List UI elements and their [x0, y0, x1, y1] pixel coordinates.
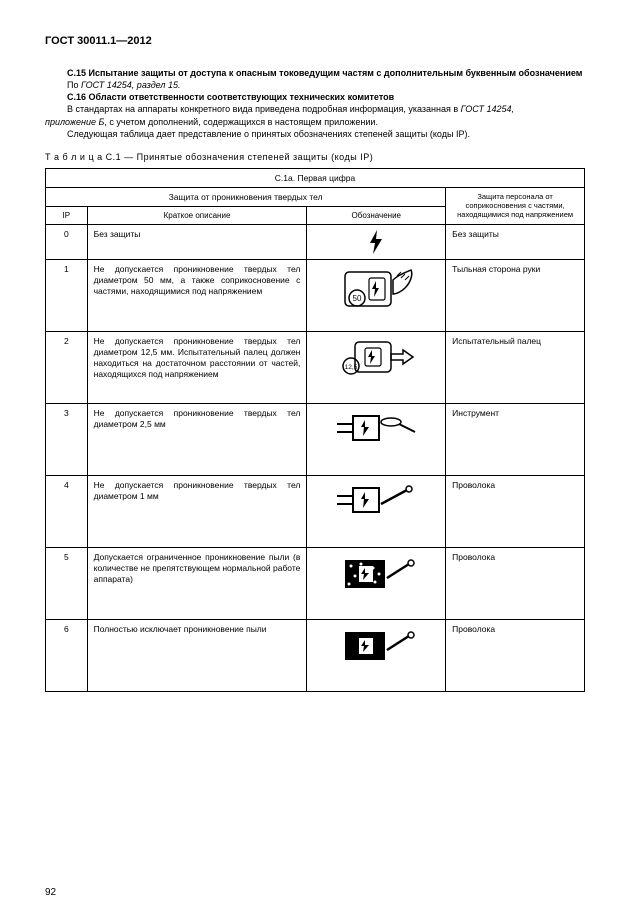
ip-desc: Полностью исключает проникновение пыли	[87, 619, 307, 691]
c15-body: По ГОСТ 14254, раздел 15.	[67, 80, 180, 90]
c16-body1b: приложение Б, с учетом дополнений, содер…	[45, 117, 378, 127]
table-row: 5 Допускается ограниченное проникновение…	[46, 547, 585, 619]
ip-value: 5	[46, 547, 88, 619]
table-caption: Т а б л и ц а С.1 — Принятые обозначения…	[45, 152, 585, 162]
ip-symbol	[307, 475, 446, 547]
table-row: 2 Не допускается проникновение твердых т…	[46, 331, 585, 403]
c15-title: С.15 Испытание защиты от доступа к опасн…	[67, 68, 582, 78]
ip-desc: Не допускается проникновение твердых тел…	[87, 403, 307, 475]
bolt-icon	[366, 229, 386, 255]
ip-value: 2	[46, 331, 88, 403]
wire-box-icon	[331, 480, 421, 520]
col-group-left: Защита от проникновения твердых тел	[46, 187, 446, 206]
ip-protection: Испытательный палец	[446, 331, 585, 403]
c16-title: С.16 Области ответственности соответству…	[67, 92, 394, 102]
ip-protection: Проволока	[446, 475, 585, 547]
ip-desc: Не допускается проникновение твердых тел…	[87, 259, 307, 331]
ip-desc: Не допускается проникновение твердых тел…	[87, 331, 307, 403]
col-desc: Краткое описание	[87, 206, 307, 224]
ip-desc: Не допускается проникновение твердых тел…	[87, 475, 307, 547]
ip-protection: Без защиты	[446, 224, 585, 259]
ip-symbol	[307, 619, 446, 691]
table-row: 3 Не допускается проникновение твердых т…	[46, 403, 585, 475]
ip-protection: Инструмент	[446, 403, 585, 475]
dust-box-icon	[331, 552, 421, 596]
ip-table: С.1а. Первая цифра Защита от проникновен…	[45, 168, 585, 692]
table-row: 1 Не допускается проникновение твердых т…	[46, 259, 585, 331]
c16-body1: В стандартах на аппараты конкретного вид…	[45, 103, 585, 115]
hand-box-icon: 50	[331, 264, 421, 314]
ip-protection: Проволока	[446, 619, 585, 691]
ip-symbol	[307, 224, 446, 259]
ip-symbol: 50	[307, 259, 446, 331]
svg-text:12,5: 12,5	[345, 364, 358, 371]
ip-protection: Проволока	[446, 547, 585, 619]
table-row: 0 Без защиты Без защиты	[46, 224, 585, 259]
col-ip: IP	[46, 206, 88, 224]
ip-symbol: 12,5	[307, 331, 446, 403]
svg-text:50: 50	[353, 294, 362, 303]
table-row: 6 Полностью исключает проникновение пыли…	[46, 619, 585, 691]
page: ГОСТ 30011.1—2012 С.15 Испытание защиты …	[0, 0, 630, 913]
ip-value: 6	[46, 619, 88, 691]
table-row: 4 Не допускается проникновение твердых т…	[46, 475, 585, 547]
col-symbol: Обозначение	[307, 206, 446, 224]
ip-protection: Тыльная сторона руки	[446, 259, 585, 331]
sealed-box-icon	[331, 624, 421, 668]
ip-symbol	[307, 403, 446, 475]
tool-box-icon	[331, 408, 421, 448]
ip-symbol	[307, 547, 446, 619]
page-number: 92	[45, 887, 56, 898]
ip-value: 3	[46, 403, 88, 475]
col-group-right: Защита персонала от соприкосновения с ча…	[446, 187, 585, 224]
ip-value: 0	[46, 224, 88, 259]
ip-desc: Без защиты	[87, 224, 307, 259]
body-paragraphs: С.15 Испытание защиты от доступа к опасн…	[45, 67, 585, 140]
ip-value: 4	[46, 475, 88, 547]
ip-value: 1	[46, 259, 88, 331]
ip-desc: Допускается ограниченное проникновение п…	[87, 547, 307, 619]
table-super-header: С.1а. Первая цифра	[46, 168, 585, 187]
finger-box-icon: 12,5	[331, 336, 421, 382]
c16-body2: Следующая таблица дает представление о п…	[45, 128, 585, 140]
document-header: ГОСТ 30011.1—2012	[45, 35, 585, 47]
